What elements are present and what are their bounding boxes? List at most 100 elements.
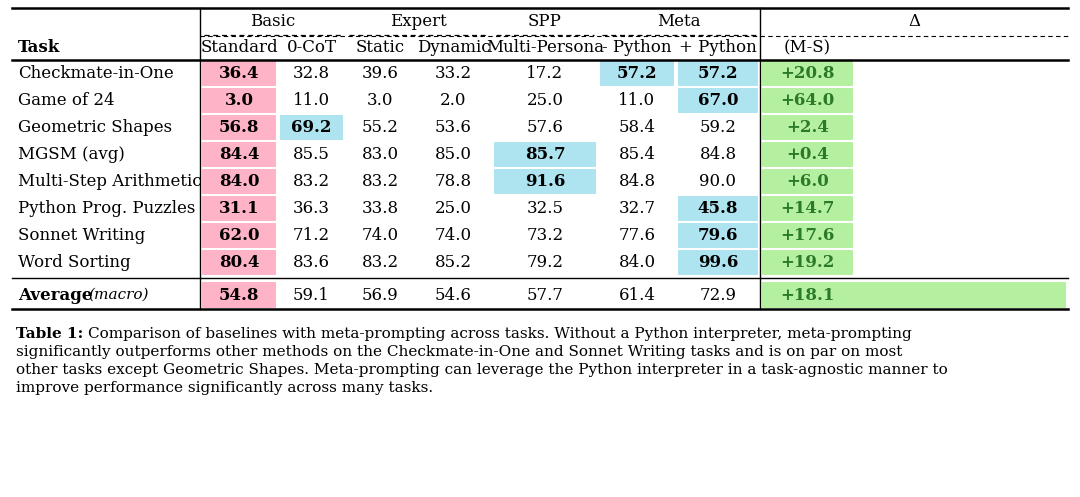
FancyBboxPatch shape [678, 88, 758, 113]
Text: +18.1: +18.1 [781, 286, 835, 304]
Text: 54.6: 54.6 [435, 286, 472, 304]
Text: 11.0: 11.0 [293, 92, 330, 109]
Text: 25.0: 25.0 [435, 200, 472, 217]
Text: +14.7: +14.7 [781, 200, 835, 217]
Text: Multi-Step Arithmetic: Multi-Step Arithmetic [18, 173, 202, 190]
FancyBboxPatch shape [762, 196, 853, 221]
Text: improve performance significantly across many tasks.: improve performance significantly across… [16, 381, 433, 395]
FancyBboxPatch shape [202, 142, 276, 167]
Text: 57.2: 57.2 [617, 65, 658, 82]
Text: - Python: - Python [603, 39, 672, 57]
FancyBboxPatch shape [202, 88, 276, 113]
Text: 80.4: 80.4 [219, 254, 259, 271]
Text: +6.0: +6.0 [786, 173, 828, 190]
Text: Table 1:: Table 1: [16, 327, 89, 341]
Text: 79.6: 79.6 [698, 227, 739, 244]
Text: 62.0: 62.0 [219, 227, 259, 244]
Text: 33.8: 33.8 [362, 200, 399, 217]
Text: Meta: Meta [658, 13, 701, 30]
Text: 83.2: 83.2 [293, 173, 330, 190]
Text: 74.0: 74.0 [435, 227, 472, 244]
Text: Sonnet Writing: Sonnet Writing [18, 227, 145, 244]
Text: 3.0: 3.0 [225, 92, 254, 109]
FancyBboxPatch shape [494, 169, 596, 194]
Text: 84.0: 84.0 [619, 254, 656, 271]
Text: 84.0: 84.0 [219, 173, 259, 190]
Text: 74.0: 74.0 [362, 227, 399, 244]
FancyBboxPatch shape [600, 61, 674, 86]
Text: 2.0: 2.0 [441, 92, 467, 109]
Text: (macro): (macro) [87, 288, 149, 302]
Text: 71.2: 71.2 [293, 227, 330, 244]
Text: (M-S): (M-S) [784, 39, 832, 57]
FancyBboxPatch shape [762, 169, 853, 194]
Text: 85.7: 85.7 [525, 146, 565, 163]
Text: 31.1: 31.1 [219, 200, 259, 217]
Text: 73.2: 73.2 [526, 227, 564, 244]
Text: 91.6: 91.6 [525, 173, 565, 190]
Text: 57.2: 57.2 [698, 65, 739, 82]
Text: 85.5: 85.5 [293, 146, 329, 163]
Text: 57.6: 57.6 [527, 119, 564, 136]
Text: 36.3: 36.3 [293, 200, 330, 217]
Text: 84.8: 84.8 [700, 146, 737, 163]
Text: 32.7: 32.7 [619, 200, 656, 217]
FancyBboxPatch shape [678, 223, 758, 248]
Text: 25.0: 25.0 [527, 92, 564, 109]
Text: +64.0: +64.0 [781, 92, 835, 109]
Text: + Python: + Python [679, 39, 757, 57]
FancyBboxPatch shape [678, 250, 758, 275]
Text: +2.4: +2.4 [786, 119, 829, 136]
Text: 53.6: 53.6 [435, 119, 472, 136]
FancyBboxPatch shape [762, 223, 853, 248]
Text: 55.2: 55.2 [362, 119, 399, 136]
Text: Task: Task [18, 39, 60, 57]
Text: 36.4: 36.4 [219, 65, 259, 82]
Text: 59.2: 59.2 [700, 119, 737, 136]
FancyBboxPatch shape [678, 61, 758, 86]
FancyBboxPatch shape [762, 115, 853, 140]
Text: 72.9: 72.9 [700, 286, 737, 304]
Text: Δ: Δ [908, 13, 920, 30]
FancyBboxPatch shape [762, 61, 853, 86]
Text: 11.0: 11.0 [619, 92, 656, 109]
FancyBboxPatch shape [762, 282, 1066, 308]
FancyBboxPatch shape [202, 223, 276, 248]
Text: 83.6: 83.6 [293, 254, 330, 271]
Text: 54.8: 54.8 [219, 286, 259, 304]
Text: Word Sorting: Word Sorting [18, 254, 131, 271]
FancyBboxPatch shape [762, 142, 853, 167]
Text: 59.1: 59.1 [293, 286, 329, 304]
Text: 84.8: 84.8 [619, 173, 656, 190]
Text: 57.7: 57.7 [527, 286, 564, 304]
Text: Basic: Basic [249, 13, 295, 30]
Text: Multi-Persona: Multi-Persona [486, 39, 604, 57]
Text: 77.6: 77.6 [619, 227, 656, 244]
Text: 33.2: 33.2 [435, 65, 472, 82]
Text: 61.4: 61.4 [619, 286, 656, 304]
Text: significantly outperforms other methods on the Checkmate-in-One and Sonnet Writi: significantly outperforms other methods … [16, 345, 903, 359]
Text: 90.0: 90.0 [700, 173, 737, 190]
FancyBboxPatch shape [762, 250, 853, 275]
FancyBboxPatch shape [202, 250, 276, 275]
FancyBboxPatch shape [678, 196, 758, 221]
Text: Game of 24: Game of 24 [18, 92, 114, 109]
Text: SPP: SPP [528, 13, 562, 30]
Text: Static: Static [355, 39, 405, 57]
Text: MGSM (avg): MGSM (avg) [18, 146, 125, 163]
FancyBboxPatch shape [202, 169, 276, 194]
Text: 85.2: 85.2 [435, 254, 472, 271]
Text: other tasks except Geometric Shapes. Meta-prompting can leverage the Python inte: other tasks except Geometric Shapes. Met… [16, 363, 948, 377]
Text: Geometric Shapes: Geometric Shapes [18, 119, 172, 136]
Text: 79.2: 79.2 [527, 254, 564, 271]
Text: +19.2: +19.2 [781, 254, 835, 271]
Text: 32.8: 32.8 [293, 65, 330, 82]
Text: Comparison of baselines with meta-prompting across tasks. Without a Python inter: Comparison of baselines with meta-prompt… [89, 327, 913, 341]
Text: 84.4: 84.4 [219, 146, 259, 163]
FancyBboxPatch shape [202, 115, 276, 140]
Text: 39.6: 39.6 [362, 65, 399, 82]
Text: 85.0: 85.0 [435, 146, 472, 163]
FancyBboxPatch shape [202, 61, 276, 86]
Text: Python Prog. Puzzles: Python Prog. Puzzles [18, 200, 195, 217]
Text: +0.4: +0.4 [786, 146, 828, 163]
